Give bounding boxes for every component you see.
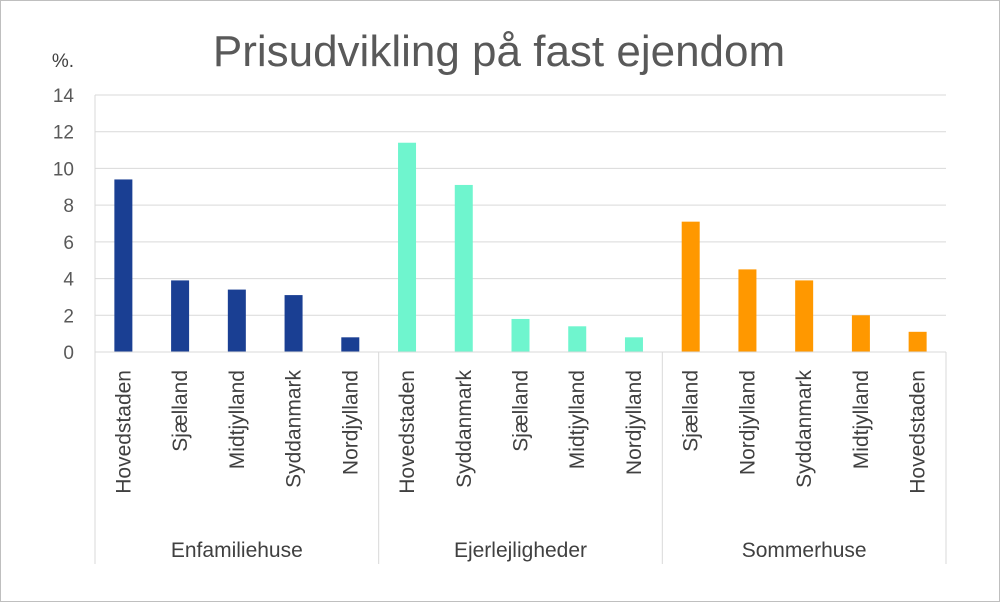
bar [454,184,473,352]
y-tick-label: 14 [53,86,75,107]
x-tick-label: Sjælland [510,370,533,452]
y-tick-label: 0 [63,343,74,364]
bar [284,295,303,352]
x-tick-label: Syddanmark [283,370,306,488]
x-tick-label: Nordjylland [623,370,646,475]
bar [227,289,246,352]
x-tick-label: Syddanmark [453,370,476,488]
bar [568,326,587,352]
y-axis-unit-label: %. [52,51,74,72]
y-axis-ticks: 0 2 4 6 8 10 12 14 [53,86,75,364]
bar [398,142,417,352]
x-tick-label: Hovedstaden [396,370,419,494]
bars [114,142,927,352]
group-label: Enfamiliehuse [171,539,303,562]
x-tick-label: Syddanmark [793,370,816,488]
x-tick-label: Sjælland [169,370,192,452]
axes [94,95,947,564]
y-tick-label: 4 [63,270,74,291]
x-tick-label: Nordjylland [736,370,759,475]
group-labels: Enfamiliehuse Ejerlejligheder Sommerhuse [171,539,867,562]
x-tick-label: Midtjylland [850,370,873,469]
bar [171,280,190,352]
bar [114,179,133,352]
y-tick-label: 6 [63,233,74,254]
bar [795,280,814,352]
group-label: Ejerlejligheder [454,539,587,562]
bar [511,318,530,352]
bar [851,315,870,352]
x-tick-label: Midtjylland [566,370,589,469]
y-tick-label: 10 [53,159,74,180]
x-tick-label: Nordjylland [339,370,362,475]
bar [624,337,643,352]
bar [681,221,700,352]
bar [738,269,757,352]
y-tick-label: 12 [53,123,74,144]
bar [908,331,927,352]
x-tick-label: Hovedstaden [907,370,930,494]
x-tick-label: Sjælland [680,370,703,452]
bar [341,337,360,352]
gridlines [95,94,946,353]
group-label: Sommerhuse [742,539,867,562]
x-tick-label: Midtjylland [226,370,249,469]
x-axis-ticks: Hovedstaden Sjælland Midtjylland Syddanmark… [112,370,929,494]
y-tick-label: 8 [63,196,74,217]
x-tick-label: Hovedstaden [112,370,135,494]
chart-title: Prisudvikling på fast ejendom [213,27,785,76]
y-tick-label: 2 [63,306,74,327]
